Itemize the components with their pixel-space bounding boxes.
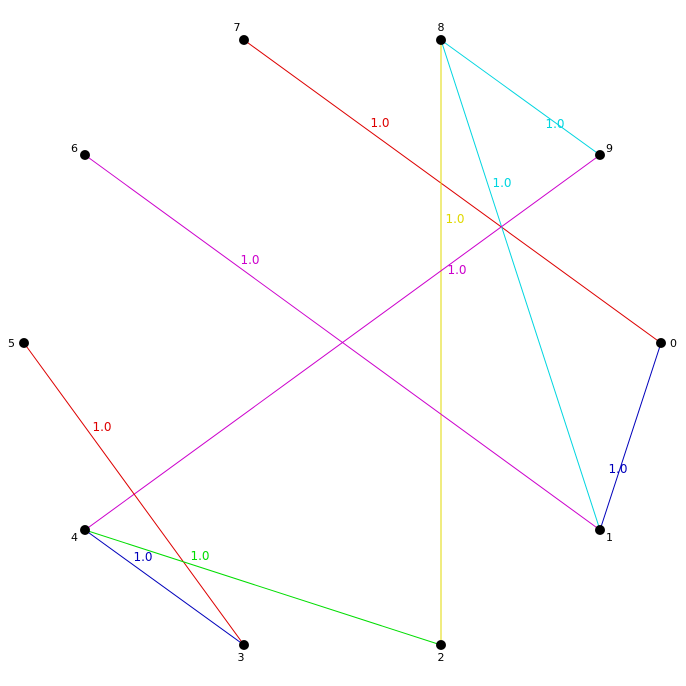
edge-weight-label-6-1: 1.0 — [240, 253, 259, 267]
edge-weight-label-4-3: 1.0 — [133, 550, 152, 564]
node-7[interactable] — [239, 35, 249, 45]
node-labels-layer: 0 1 2 3 4 5 6 7 8 9 — [8, 21, 677, 664]
node-0[interactable] — [656, 338, 666, 348]
node-label-9: 9 — [606, 142, 613, 155]
node-label-6: 6 — [71, 142, 78, 155]
edge-labels-layer: 1.0 1.0 1.0 1.0 1.0 1.0 1.0 1.0 1.0 1.0 — [92, 116, 627, 564]
node-label-2: 2 — [438, 651, 445, 664]
edge-7-0 — [243, 39, 662, 344]
edge-weight-label-7-0: 1.0 — [370, 116, 389, 130]
node-8[interactable] — [436, 35, 446, 45]
nodes-layer — [19, 35, 666, 650]
edge-8-9 — [440, 39, 601, 156]
edge-0-1 — [599, 342, 662, 531]
edge-weight-label-8-9: 1.0 — [545, 117, 564, 131]
node-label-4: 4 — [71, 531, 78, 544]
node-5[interactable] — [19, 338, 29, 348]
edge-6-1 — [84, 154, 601, 531]
node-label-3: 3 — [238, 651, 245, 664]
edge-weight-label-9-4: 1.0 — [447, 263, 466, 277]
node-4[interactable] — [80, 525, 90, 535]
node-label-5: 5 — [8, 337, 15, 350]
node-label-1: 1 — [606, 531, 613, 544]
node-1[interactable] — [595, 525, 605, 535]
node-2[interactable] — [436, 640, 446, 650]
edge-weight-label-0-1: 1.0 — [608, 462, 627, 476]
node-label-0: 0 — [670, 337, 677, 350]
node-6[interactable] — [80, 150, 90, 160]
edge-weight-label-4-2: 1.0 — [190, 549, 209, 563]
node-9[interactable] — [595, 150, 605, 160]
node-label-7: 7 — [234, 21, 241, 34]
edge-weight-label-8-1: 1.0 — [492, 176, 511, 190]
edge-8-1 — [440, 39, 601, 531]
edge-weight-label-5-3: 1.0 — [92, 420, 111, 434]
edge-5-3 — [23, 342, 245, 646]
edge-4-2 — [84, 529, 442, 646]
node-label-8: 8 — [438, 21, 445, 34]
edge-4-3 — [84, 529, 245, 646]
edge-weight-label-8-2: 1.0 — [445, 212, 464, 226]
node-3[interactable] — [239, 640, 249, 650]
edges-layer — [23, 39, 662, 646]
